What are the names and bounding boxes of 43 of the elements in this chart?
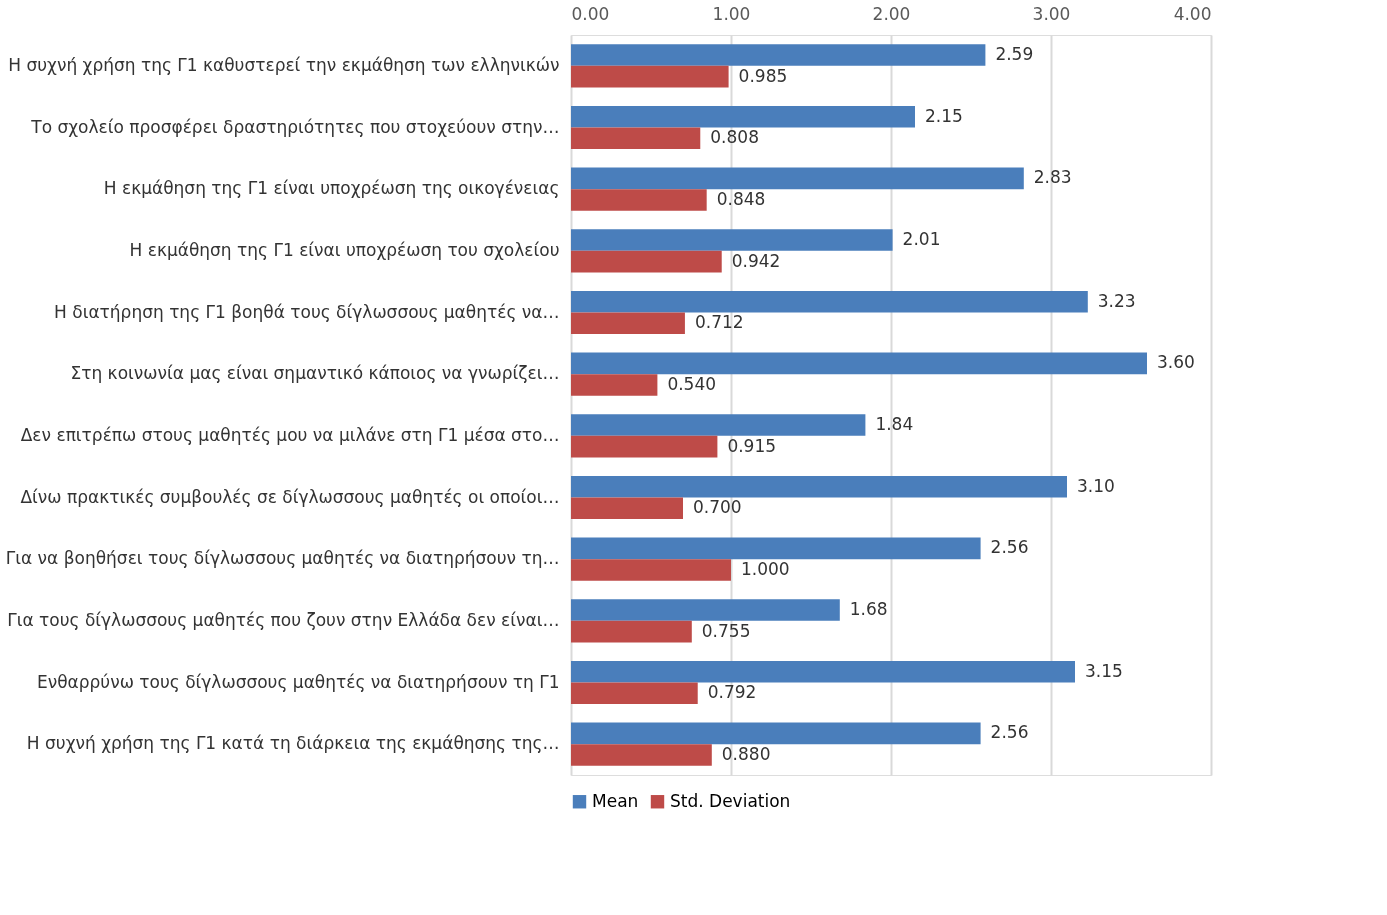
- y-tick-label: Η εκμάθηση της Γ1 είναι υποχρέωση του σχολείου: [129, 239, 560, 260]
- data-label: 2.15: [925, 105, 963, 126]
- data-label: 1.000: [741, 558, 790, 579]
- x-tick-label: 2.00: [872, 3, 911, 24]
- data-label: 0.755: [701, 620, 751, 641]
- y-tick-label: Το σχολείο προσφέρει δραστηριότητες που στοχεύουν στην…: [30, 116, 560, 137]
- data-label: 0.915: [727, 435, 777, 456]
- y-tick-label: Η συχνή χρήση της Γ1 καθυστερεί την εκμάθηση των ελληνικών: [8, 54, 560, 75]
- y-tick-label: Η εκμάθηση της Γ1 είναι υποχρέωση της οικογένειας: [103, 178, 560, 199]
- y-tick-label: Για τους δίγλωσσους μαθητές που ζουν στην Ελλάδα δεν είναι…: [7, 609, 560, 630]
- data-label: 3.23: [1097, 290, 1136, 311]
- data-label: 1.68: [849, 599, 888, 620]
- data-label: 3.60: [1157, 352, 1195, 373]
- x-tick-label: 0.00: [571, 3, 610, 24]
- data-label: 2.59: [995, 44, 1034, 65]
- y-tick-label: Δεν επιτρέπω στους μαθητές μου να μιλάνε στη Γ1 μέσα στο…: [20, 424, 560, 445]
- data-label: 0.942: [731, 250, 781, 271]
- data-label: 3.15: [1085, 660, 1123, 681]
- data-label: 3.10: [1077, 475, 1115, 496]
- legend-label: Mean: [592, 790, 639, 811]
- data-label: 2.56: [990, 722, 1029, 743]
- data-label: 0.540: [667, 373, 717, 394]
- y-tick-label: Για να βοηθήσει τους δίγλωσσους μαθητές να διατηρήσουν τη…: [5, 548, 560, 569]
- data-label: 0.700: [693, 497, 742, 518]
- x-tick-label: 4.00: [1173, 3, 1212, 24]
- data-label: 1.84: [875, 414, 914, 435]
- data-label: 0.985: [738, 65, 788, 86]
- data-label: 0.880: [721, 743, 771, 764]
- data-label: 2.01: [902, 229, 941, 250]
- y-tick-label: Ενθαρρύνω τους δίγλωσσους μαθητές να διατηρήσουν τη Γ1: [36, 671, 560, 692]
- y-tick-label: Η συχνή χρήση της Γ1 κατά τη διάρκεια της εκμάθησης της…: [26, 733, 560, 754]
- x-tick-label: 3.00: [1032, 3, 1071, 24]
- y-tick-label: Δίνω πρακτικές συμβουλές σε δίγλωσσους μαθητές οι οποίοι…: [20, 486, 560, 507]
- legend-label: Std. Deviation: [670, 790, 791, 811]
- data-label: 2.83: [1033, 167, 1072, 188]
- data-label: 2.56: [990, 537, 1029, 558]
- x-tick-label: 1.00: [712, 3, 751, 24]
- data-label: 0.808: [710, 127, 759, 148]
- y-tick-label: Η διατήρηση της Γ1 βοηθά τους δίγλωσσους μαθητές να…: [54, 301, 560, 322]
- data-label: 0.792: [707, 682, 757, 703]
- y-tick-label: Στη κοινωνία μας είναι σημαντικό κάποιος να γνωρίζει…: [70, 363, 560, 384]
- data-label: 0.712: [694, 312, 744, 333]
- data-label: 0.848: [716, 188, 766, 209]
